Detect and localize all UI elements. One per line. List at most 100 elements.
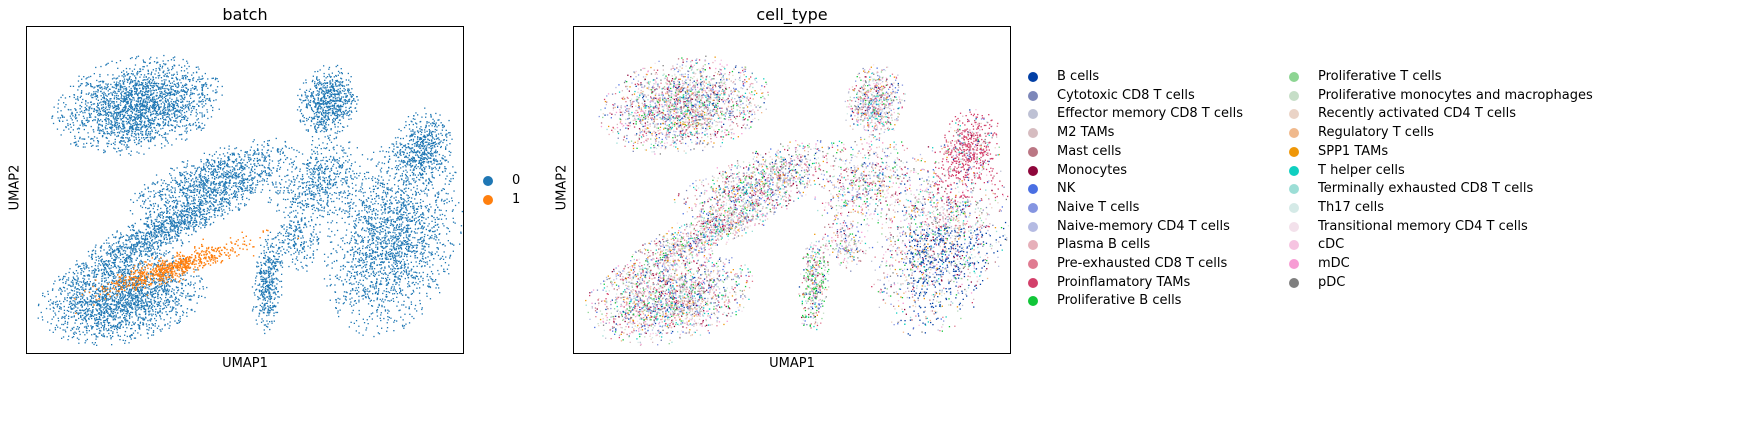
scatter-point: [164, 114, 166, 116]
scatter-point: [122, 321, 124, 323]
scatter-point: [166, 222, 168, 224]
scatter-point: [97, 321, 99, 323]
scatter-point: [88, 267, 90, 269]
scatter-point: [123, 275, 125, 277]
scatter-point: [76, 275, 78, 277]
scatter-point: [126, 258, 128, 260]
scatter-point: [121, 109, 123, 111]
scatter-point: [192, 124, 194, 126]
scatter-point: [93, 131, 95, 133]
scatter-point: [107, 276, 109, 279]
scatter-point: [141, 302, 143, 304]
scatter-point: [137, 308, 140, 310]
scatter-point: [145, 301, 147, 303]
scatter-point: [191, 84, 193, 86]
scatter-point: [196, 204, 198, 207]
scatter-point: [76, 337, 79, 339]
scatter-point: [103, 288, 105, 290]
scatter-point: [74, 287, 76, 289]
scatter-point: [69, 305, 72, 308]
scatter-point: [81, 300, 83, 303]
scatter-point: [146, 325, 148, 327]
scatter-point: [146, 97, 149, 99]
scatter-point: [198, 68, 200, 70]
scatter-point: [163, 290, 165, 292]
scatter-point: [137, 289, 139, 291]
scatter-point: [135, 134, 137, 136]
scatter-point: [197, 118, 199, 120]
scatter-point: [65, 331, 67, 333]
scatter-point: [60, 110, 62, 112]
scatter-point: [106, 137, 108, 139]
scatter-point: [124, 306, 126, 308]
scatter-point: [111, 105, 114, 107]
scatter-point: [153, 108, 156, 110]
scatter-point: [161, 115, 164, 117]
scatter-point: [153, 299, 155, 301]
scatter-point: [129, 106, 132, 109]
scatter-point: [164, 81, 166, 83]
scatter-point: [58, 119, 60, 121]
scatter-point: [169, 205, 172, 207]
scatter-point: [116, 331, 118, 334]
scatter-point: [149, 136, 151, 139]
scatter-point: [154, 325, 156, 327]
scatter-point: [215, 209, 217, 211]
scatter-point: [138, 116, 141, 119]
scatter-point: [63, 275, 65, 278]
scatter-point: [176, 73, 178, 75]
scatter-point: [121, 272, 123, 275]
scatter-point: [125, 97, 127, 100]
scatter-point: [168, 92, 170, 94]
scatter-point: [59, 287, 61, 289]
scatter-point: [198, 295, 200, 297]
scatter-point: [175, 138, 177, 140]
scatter-point: [92, 138, 94, 140]
scatter-point: [100, 119, 102, 121]
scatter-point: [178, 321, 180, 324]
scatter-point: [220, 208, 223, 210]
scatter-point: [233, 192, 235, 194]
scatter-point: [122, 302, 124, 304]
scatter-point: [137, 318, 139, 320]
scatter-point: [119, 271, 121, 273]
scatter-point: [147, 255, 149, 257]
scatter-point: [155, 94, 157, 97]
scatter-point: [125, 116, 127, 119]
scatter-point: [140, 84, 142, 86]
scatter-point: [120, 311, 122, 313]
scatter-point: [184, 130, 186, 132]
scatter-point: [92, 315, 95, 317]
scatter-point: [75, 270, 78, 272]
scatter-point: [145, 253, 147, 255]
scatter-point: [141, 306, 143, 309]
scatter-point: [104, 110, 107, 112]
scatter-point: [150, 115, 152, 117]
scatter-point: [132, 96, 134, 99]
scatter-point: [168, 106, 171, 108]
scatter-point: [171, 290, 173, 293]
scatter-point: [147, 140, 150, 142]
scatter-point: [157, 215, 159, 217]
scatter-point: [121, 71, 123, 73]
scatter-point: [144, 240, 146, 242]
scatter-point: [150, 327, 152, 329]
scatter-point: [165, 260, 167, 263]
scatter-point: [134, 287, 136, 289]
scatter-point: [137, 97, 140, 99]
scatter-point: [81, 83, 83, 85]
scatter-point: [125, 148, 128, 150]
scatter-point: [176, 99, 178, 101]
scatter-point: [148, 250, 150, 252]
scatter-point: [109, 288, 111, 290]
scatter-point: [81, 90, 83, 92]
scatter-point: [183, 290, 185, 292]
scatter-point: [129, 83, 131, 85]
scatter-point: [117, 292, 119, 295]
scatter-point: [102, 335, 104, 337]
scatter-point: [185, 210, 187, 213]
scatter-point: [97, 300, 100, 302]
scatter-point: [121, 290, 123, 293]
scatter-point: [155, 68, 157, 70]
scatter-point: [78, 265, 80, 267]
